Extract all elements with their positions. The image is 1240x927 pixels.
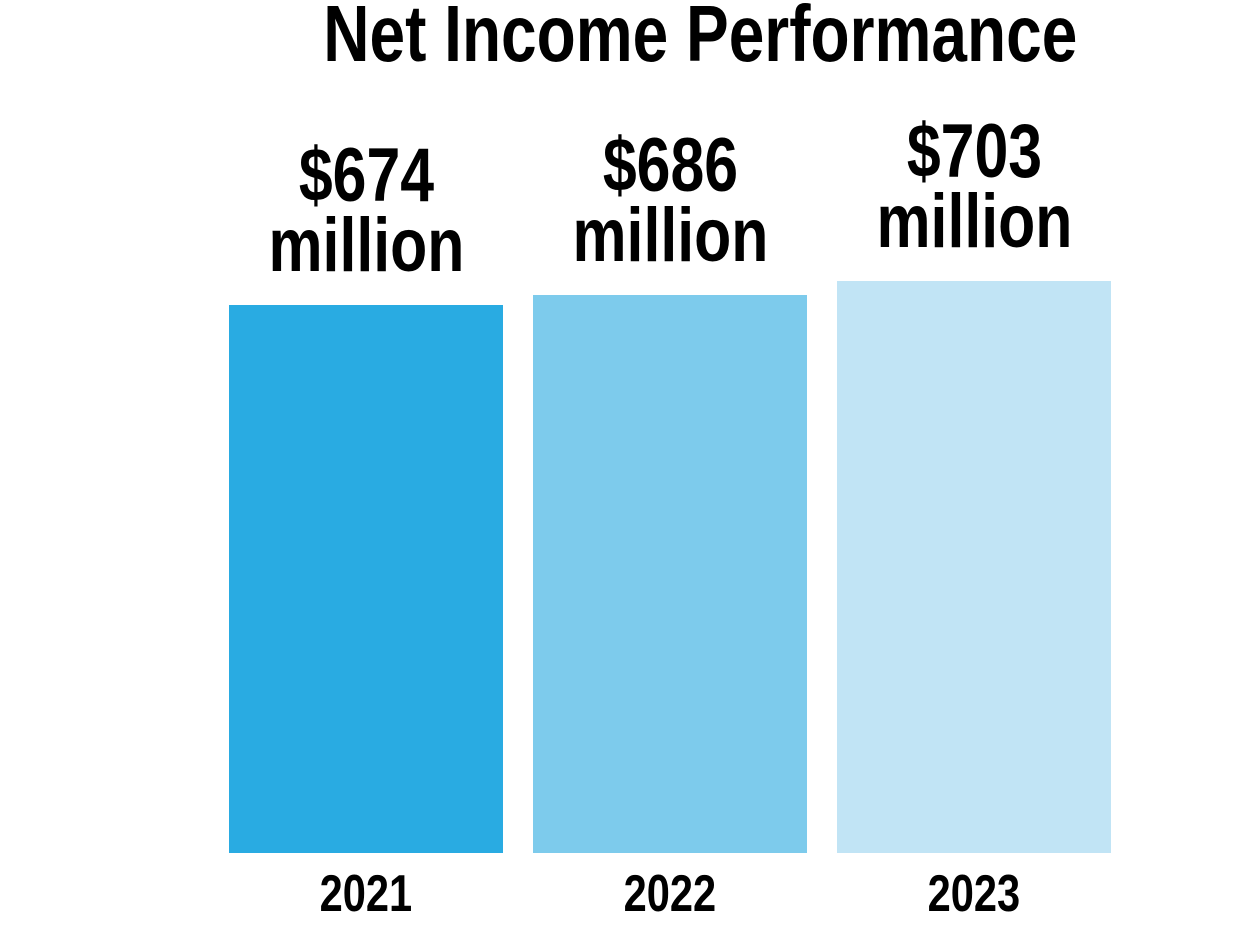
bar-group-2022: $686 million [533, 123, 807, 853]
value-unit: million [268, 203, 464, 288]
bar-2022 [533, 295, 807, 853]
value-unit: million [572, 193, 768, 278]
x-axis-tick-2023: 2023 [837, 866, 1111, 922]
chart-title-text: Net Income Performance [323, 0, 1078, 78]
chart-area: Net Income Performance $674 million $686 mi… [229, 0, 1111, 927]
bar-group-2021: $674 million [229, 133, 503, 853]
value-unit: million [876, 179, 1072, 264]
x-axis-label: 2023 [927, 865, 1021, 923]
value-amount: $686 [602, 123, 738, 208]
bar-2021 [229, 305, 503, 853]
x-axis-tick-2022: 2022 [533, 866, 807, 922]
bar-value-label-2021: $674 million [244, 133, 489, 288]
x-axis-label: 2021 [319, 865, 413, 923]
bar-2023 [837, 281, 1111, 853]
value-amount: $674 [298, 133, 434, 218]
bar-value-label-2023: $703 million [852, 109, 1097, 264]
value-amount: $703 [906, 109, 1042, 194]
bar-group-2023: $703 million [837, 109, 1111, 853]
x-axis-tick-2021: 2021 [229, 866, 503, 922]
x-axis: 2021 2022 2023 [229, 866, 1111, 922]
chart-title: Net Income Performance [229, 0, 1111, 76]
bar-series: $674 million $686 million $703 million [229, 109, 1111, 853]
x-axis-label: 2022 [623, 865, 717, 923]
bar-value-label-2022: $686 million [548, 123, 793, 278]
